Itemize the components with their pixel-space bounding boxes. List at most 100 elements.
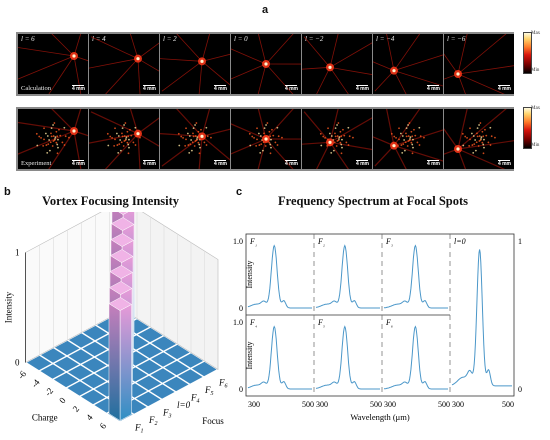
intensity-pattern: [444, 109, 514, 169]
speckle: [116, 144, 119, 146]
y-axis-title: Intensity: [4, 291, 14, 323]
bar-top: [109, 265, 134, 279]
scale-bar-label: 4 mm: [71, 86, 85, 92]
colorbar-experiment: [523, 107, 532, 149]
focus-tick-label: F2: [148, 415, 158, 427]
speckle: [256, 138, 258, 141]
speckle: [411, 152, 414, 155]
x-axis-title: Charge: [32, 412, 58, 422]
intensity-pattern: [18, 109, 88, 169]
speckle: [63, 144, 66, 146]
intensity-ray: [198, 61, 203, 94]
intensity-ray: [73, 130, 82, 169]
bar-top: [108, 297, 133, 311]
speckle: [345, 141, 348, 144]
speckle: [338, 136, 341, 139]
intensity-ray: [201, 135, 230, 161]
speckle: [405, 135, 408, 138]
calculation-tile: l = 0 4 mm: [231, 34, 301, 94]
speckle: [122, 145, 125, 147]
speckle: [50, 132, 52, 135]
intensity-ray: [176, 109, 203, 137]
intensity-ray: [257, 34, 267, 65]
floor-grid-line: [119, 368, 219, 423]
speckle: [121, 127, 124, 129]
row-label: Calculation: [21, 85, 51, 92]
speckle: [485, 134, 488, 137]
intensity-ray: [48, 55, 75, 94]
speckle: [251, 135, 254, 138]
speckle: [200, 128, 202, 131]
speckle: [259, 135, 262, 137]
speckle: [180, 135, 183, 138]
speckle: [126, 130, 129, 133]
speckle: [193, 145, 196, 147]
colorbar-min-label: Min: [531, 68, 540, 73]
speckle: [481, 141, 484, 144]
speckle: [336, 135, 339, 137]
intensity-ray: [73, 34, 82, 57]
speckle: [336, 124, 338, 126]
speckle: [403, 139, 406, 141]
charge-label: l = 2: [163, 35, 177, 43]
z-tick-label: 1: [15, 248, 20, 258]
speckle: [337, 122, 340, 124]
speckle: [339, 130, 342, 133]
intensity-pattern: [160, 109, 230, 169]
speckle: [340, 152, 343, 155]
subplot-label: F₄: [249, 318, 257, 329]
focus-tick-label: F5: [204, 385, 214, 397]
x-tick-label: 500: [370, 400, 382, 409]
speckle: [59, 134, 62, 137]
charge-label: l = 0: [234, 35, 248, 43]
speckle: [334, 127, 337, 129]
experiment-tile: 4 mm: [160, 109, 230, 169]
x-tick-label: 500: [438, 400, 450, 409]
colorbar-min-label: Min: [531, 143, 540, 148]
subplot-label: F₆: [385, 318, 393, 329]
speckle: [481, 130, 484, 133]
speckle: [478, 124, 480, 126]
intensity-pattern: [373, 109, 443, 169]
intensity-ray: [457, 65, 514, 75]
speckle: [255, 144, 258, 147]
colorbar-calculation: [523, 32, 532, 74]
intensity-ray: [18, 47, 75, 57]
intensity-pattern: [18, 34, 88, 94]
intensity-ray: [48, 130, 75, 169]
speckle: [414, 134, 417, 137]
bar-top: [118, 212, 129, 215]
speckle: [276, 126, 279, 129]
speckle: [395, 136, 397, 139]
intensity-ray: [160, 58, 203, 62]
intensity-ray: [329, 67, 349, 94]
chart-c-title: Frequency Spectrum at Focal Spots: [278, 194, 469, 208]
speckle: [55, 130, 58, 133]
speckle: [339, 141, 342, 144]
intensity-ray: [73, 130, 88, 137]
charge-tick-label: -2: [43, 386, 55, 398]
speckle: [54, 136, 57, 139]
speckle: [281, 136, 283, 139]
intensity-ray: [457, 34, 468, 75]
speckle: [347, 126, 350, 129]
speckle: [418, 144, 421, 146]
intensity-ray: [198, 136, 203, 169]
chart-b-title: Vortex Focusing Intensity: [42, 194, 180, 208]
intensity-ray: [457, 109, 507, 150]
scale-bar-label: 4 mm: [355, 161, 369, 167]
speckle: [48, 149, 51, 152]
x-tick-label: 300: [452, 400, 464, 409]
z-tick-label: 0: [15, 358, 20, 368]
speckle: [473, 143, 476, 146]
vortex-intensity-3d-bar-chart: 01Intensity6420-2-4-6F1F2F3l=0F4F5F6Char…: [4, 212, 228, 434]
speckle: [56, 143, 59, 146]
speckle: [390, 132, 393, 135]
speckle: [487, 141, 490, 144]
speckle: [177, 132, 180, 135]
speckle: [249, 144, 252, 147]
speckle: [64, 135, 67, 138]
speckle: [474, 139, 477, 141]
speckle: [50, 135, 53, 138]
